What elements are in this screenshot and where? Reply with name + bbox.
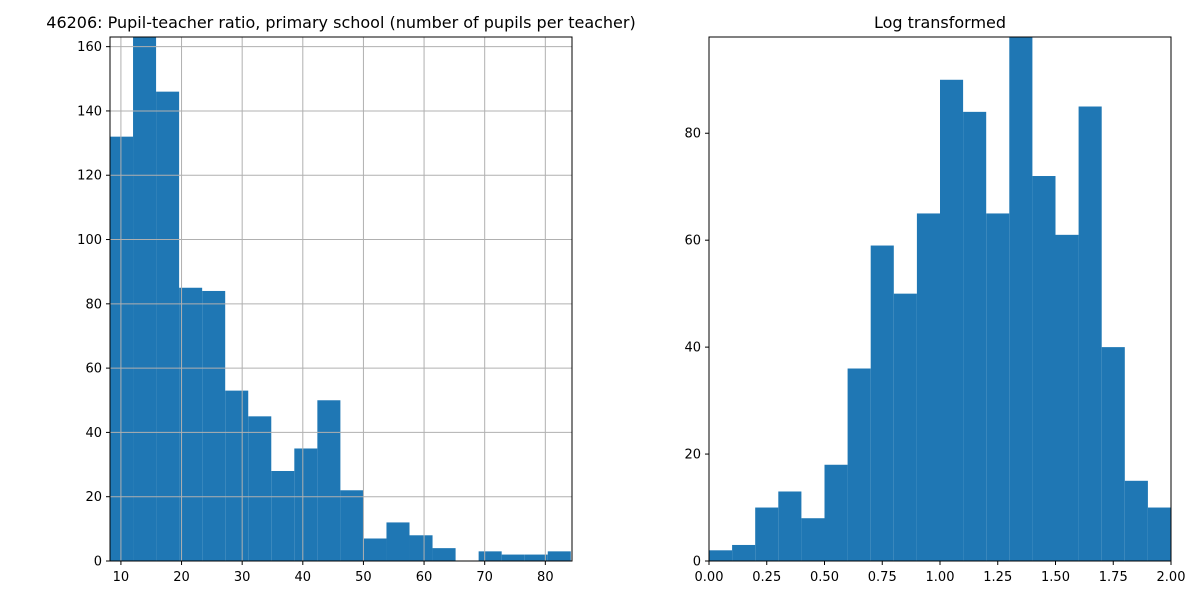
y-tick-label: 120 <box>77 169 102 184</box>
y-tick-label: 20 <box>684 448 701 463</box>
histogram-bar <box>916 213 940 561</box>
y-tick-label: 40 <box>85 426 102 441</box>
x-tick-label: 0.50 <box>810 570 839 585</box>
x-tick-label: 1.00 <box>926 570 955 585</box>
histogram-bar <box>386 522 410 561</box>
y-axis: 0 20 40 60 80 <box>684 127 709 570</box>
y-tick-label: 0 <box>94 555 102 570</box>
histogram-bar <box>824 464 848 561</box>
histogram-bar <box>732 544 756 561</box>
histogram-bar <box>110 136 134 561</box>
y-tick-label: 0 <box>693 555 701 570</box>
histogram-bar <box>156 91 180 561</box>
bars-group <box>110 37 571 561</box>
x-tick-label: 10 <box>113 570 130 585</box>
y-tick-label: 140 <box>77 104 102 119</box>
x-tick-label: 20 <box>173 570 190 585</box>
x-axis: 0.00 0.25 0.50 0.75 1.00 1.25 1.50 1.75 2.00 <box>695 561 1186 585</box>
histogram-bar <box>248 416 272 561</box>
chart-title: Log transformed <box>874 13 1006 32</box>
histogram-bar <box>294 448 318 561</box>
histogram-bar <box>317 400 341 561</box>
x-tick-label: 60 <box>416 570 433 585</box>
histogram-bar <box>501 554 525 561</box>
y-tick-label: 60 <box>684 234 701 249</box>
x-tick-label: 1.75 <box>1099 570 1128 585</box>
histogram-bar <box>547 551 571 561</box>
histogram-bar <box>340 490 364 561</box>
y-tick-label: 80 <box>85 297 102 312</box>
bars-group <box>709 37 1171 561</box>
x-tick-label: 0.25 <box>752 570 781 585</box>
x-tick-label: 50 <box>355 570 372 585</box>
histogram-bar <box>847 368 871 561</box>
y-tick-label: 60 <box>85 362 102 377</box>
histogram-bar <box>202 290 226 561</box>
histogram-bar <box>940 79 964 561</box>
histogram-bar <box>1124 480 1148 561</box>
chart-title: 46206: Pupil-teacher ratio, primary scho… <box>46 13 635 32</box>
y-tick-label: 80 <box>684 127 701 142</box>
histogram-bar <box>1009 37 1033 561</box>
histogram-bar <box>893 293 917 561</box>
histogram-bar <box>363 538 387 561</box>
y-tick-label: 100 <box>77 233 102 248</box>
x-tick-label: 0.00 <box>695 570 724 585</box>
histogram-bar <box>1078 106 1102 561</box>
histogram-bar <box>1055 234 1079 561</box>
histogram-bar <box>478 551 502 561</box>
histogram-bar <box>755 507 779 561</box>
x-tick-label: 1.25 <box>983 570 1012 585</box>
y-tick-label: 20 <box>85 490 102 505</box>
y-tick-label: 40 <box>684 341 701 356</box>
histogram-bar <box>963 111 987 561</box>
histogram-bar <box>133 37 157 561</box>
grid-lines <box>110 37 572 562</box>
histogram-bar <box>432 548 456 561</box>
histogram-bar <box>1147 507 1171 561</box>
histogram-bar <box>1101 347 1125 561</box>
x-tick-label: 30 <box>234 570 251 585</box>
histogram-bar <box>409 535 433 561</box>
histogram-bar <box>778 491 802 561</box>
x-tick-label: 1.50 <box>1041 570 1070 585</box>
histogram-bar <box>271 470 295 561</box>
x-tick-label: 2.00 <box>1157 570 1186 585</box>
histogram-bar <box>986 213 1010 561</box>
x-tick-label: 40 <box>295 570 312 585</box>
x-tick-label: 80 <box>537 570 554 585</box>
plot-frame <box>109 36 573 562</box>
x-tick-label: 0.75 <box>868 570 897 585</box>
y-tick-label: 160 <box>77 40 102 55</box>
histogram-bar <box>870 245 894 561</box>
x-tick-label: 70 <box>476 570 493 585</box>
histogram-bar <box>1032 176 1056 561</box>
x-axis: 10 20 30 40 50 60 70 80 <box>113 561 554 585</box>
histogram-bar <box>709 550 733 561</box>
y-axis: 0 20 40 60 80 100 120 140 160 <box>77 40 110 570</box>
histogram-bar <box>179 287 203 561</box>
histogram-bar <box>524 554 548 561</box>
histogram-bar <box>801 518 825 561</box>
